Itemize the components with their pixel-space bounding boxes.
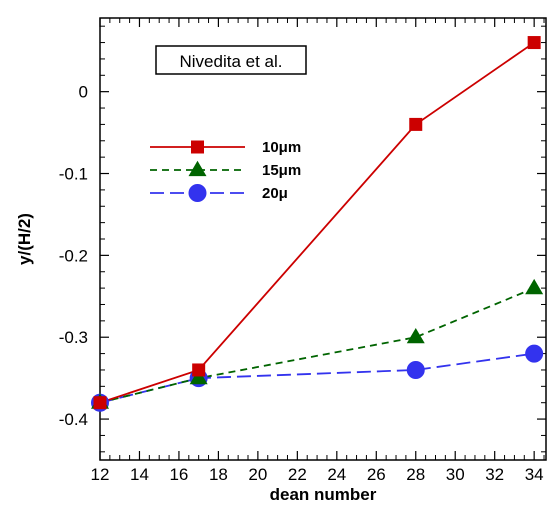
y-tick-label: 0: [79, 83, 88, 102]
annotation-frame: [155, 45, 307, 75]
series-line: [99, 41, 535, 404]
circle-marker: [188, 184, 207, 202]
annotation-text: Nivedita et al.: [180, 52, 283, 71]
x-tick-label: 24: [327, 465, 346, 484]
ticks: [99, 18, 546, 460]
plot-frame: [99, 17, 547, 461]
square-marker: [93, 396, 107, 410]
x-tick-label: 16: [169, 465, 188, 484]
circle-marker: [406, 360, 425, 379]
x-tick-label: 18: [209, 465, 228, 484]
x-tick-label: 12: [91, 465, 110, 484]
x-tick-label: 20: [248, 465, 267, 484]
square-marker: [527, 36, 541, 50]
x-tick-label: 32: [485, 465, 504, 484]
circle-marker: [525, 344, 544, 363]
triangle-marker: [525, 278, 544, 295]
legend-label: 15μm: [262, 162, 301, 179]
tick-labels: 12 14 16 18 20 22 24 26 28 30 32 34 0 -0.1 -0.2 -0.3 -0.…: [59, 83, 544, 484]
triangle-marker: [188, 160, 207, 177]
annotation-box: Nivedita et al.: [155, 45, 307, 75]
square-marker: [191, 140, 204, 154]
x-tick-label: 22: [288, 465, 307, 484]
square-marker: [192, 363, 206, 377]
square-marker: [409, 117, 423, 131]
series-line: [99, 352, 535, 404]
y-tick-label: -0.4: [59, 410, 88, 429]
x-tick-label: 14: [130, 465, 149, 484]
y-tick-label: -0.3: [59, 328, 88, 347]
x-tick-label: 30: [446, 465, 465, 484]
x-tick-label: 34: [525, 465, 544, 484]
triangle-marker: [406, 327, 425, 344]
series-layer: [91, 36, 544, 412]
legend-label: 10μm: [262, 139, 301, 156]
y-tick-label: -0.2: [59, 246, 88, 265]
x-tick-label: 28: [406, 465, 425, 484]
y-tick-label: -0.1: [59, 165, 88, 184]
legend: 10μm 15μm 20μ: [150, 139, 301, 202]
y-axis-title: y/(H/2): [15, 213, 34, 265]
legend-label: 20μ: [262, 185, 288, 202]
x-axis-title: dean number: [270, 485, 377, 504]
triangle-marker: [189, 368, 208, 385]
x-tick-label: 26: [367, 465, 386, 484]
series-line: [99, 287, 535, 404]
